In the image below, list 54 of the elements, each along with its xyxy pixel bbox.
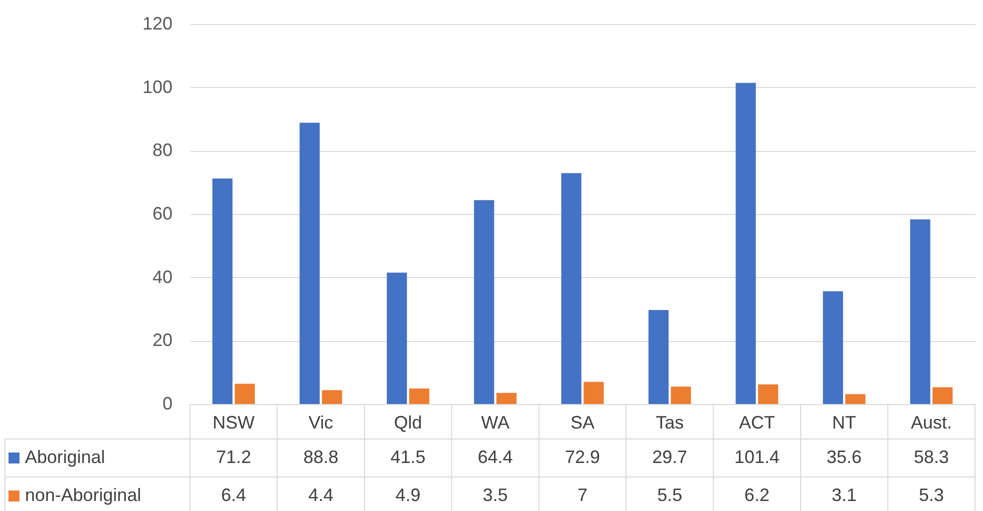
bar bbox=[561, 173, 582, 404]
data-label: 3.5 bbox=[482, 485, 508, 505]
bar bbox=[234, 384, 255, 404]
bar bbox=[758, 384, 778, 404]
bar bbox=[670, 386, 691, 404]
data-label: 5.5 bbox=[657, 485, 682, 505]
y-tick-label: 60 bbox=[152, 204, 172, 224]
y-tick-label: 40 bbox=[152, 266, 172, 287]
data-label: 7 bbox=[577, 485, 588, 505]
x-tick-label: ACT bbox=[738, 412, 775, 432]
x-tick-label: SA bbox=[570, 412, 595, 432]
data-label: 72.9 bbox=[564, 447, 600, 467]
bar bbox=[910, 219, 930, 404]
data-label: 64.4 bbox=[478, 447, 513, 467]
y-tick-label: 100 bbox=[142, 76, 172, 97]
bar bbox=[584, 382, 604, 404]
bar bbox=[409, 388, 430, 404]
x-tick-label: Qld bbox=[394, 412, 422, 432]
data-label: 29.7 bbox=[652, 447, 688, 467]
bar bbox=[932, 387, 953, 404]
data-label: 71.2 bbox=[216, 447, 252, 467]
data-label: 5.3 bbox=[918, 485, 944, 505]
bar bbox=[648, 310, 669, 404]
y-tick-label: 20 bbox=[152, 330, 172, 350]
legend-label: non-Aboriginal bbox=[25, 485, 142, 505]
bar bbox=[322, 390, 342, 404]
bar bbox=[736, 82, 756, 404]
data-label: 101.4 bbox=[734, 447, 780, 467]
data-label: 58.3 bbox=[914, 447, 949, 467]
y-tick-label: 80 bbox=[152, 140, 172, 160]
bar bbox=[822, 291, 844, 404]
x-tick-label: NSW bbox=[212, 412, 255, 432]
y-tick-label: 0 bbox=[162, 394, 172, 414]
x-tick-label: Vic bbox=[308, 412, 334, 432]
x-tick-label: NT bbox=[832, 412, 856, 432]
data-label: 3.1 bbox=[832, 485, 857, 505]
y-tick-label: 120 bbox=[142, 14, 172, 34]
data-label: 88.8 bbox=[303, 447, 338, 467]
data-label: 4.4 bbox=[308, 485, 334, 505]
x-tick-label: Aust. bbox=[910, 412, 952, 432]
x-tick-label: Tas bbox=[656, 412, 684, 432]
data-label: 6.2 bbox=[744, 485, 770, 505]
data-label: 6.4 bbox=[221, 485, 246, 505]
data-label: 4.9 bbox=[396, 485, 421, 505]
bar bbox=[845, 394, 866, 404]
bar bbox=[212, 178, 232, 404]
data-label: 41.5 bbox=[390, 447, 426, 467]
bar bbox=[386, 272, 407, 404]
legend-label: Aboriginal bbox=[25, 447, 106, 467]
bar bbox=[496, 392, 517, 404]
x-tick-label: WA bbox=[481, 412, 510, 432]
bar bbox=[474, 200, 494, 404]
data-label: 35.6 bbox=[826, 447, 862, 467]
bar bbox=[300, 122, 320, 404]
